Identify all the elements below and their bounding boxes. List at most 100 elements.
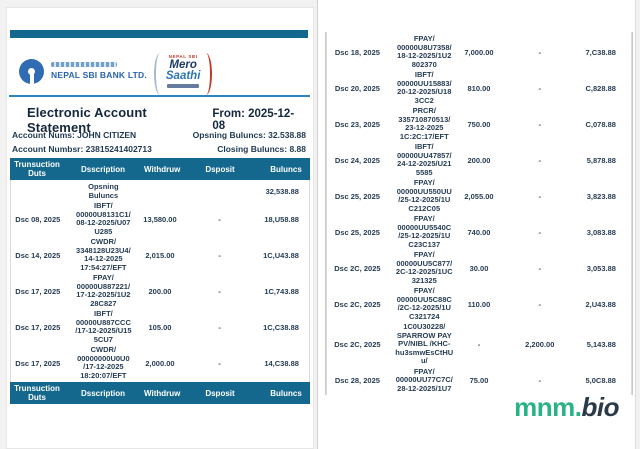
description-line: FPAY/	[413, 366, 435, 376]
description-line: 00000UU5540C	[397, 222, 452, 232]
column-header-date: Trunsuction Duts	[14, 384, 60, 402]
transaction-description: IBFT/00000U8131C1/08-12-2025/U07 U285	[65, 201, 142, 236]
transaction-row: Dsc 24, 2025 IBFT/00000UU47857/24-12-2025…	[327, 142, 631, 178]
description-line: 00000U887221/	[76, 281, 131, 291]
description-line: /25-12-2025/1U	[398, 231, 451, 240]
bank-logo-row: NEPAL SBI BANK LTD. NEPAL SBI Mero Saath…	[19, 48, 213, 96]
description-line: 3348128U23U4/	[76, 245, 131, 255]
transaction-date: Dsc 17, 2025	[15, 358, 61, 368]
description-line: 3CC2	[414, 95, 434, 105]
balance-amount: 5,878.88	[586, 155, 616, 165]
description-line: u/	[420, 356, 428, 365]
description-line: 00000U8131C1/	[76, 209, 131, 219]
withdraw-amount: 105.00	[148, 322, 172, 332]
balance-amount: 3,053.88	[586, 263, 616, 273]
description-line: C321724	[409, 311, 440, 321]
transaction-row: Dsc 18, 2025 FPAY/00000U8U7358/18-12-2025…	[327, 34, 631, 70]
account-info: Account Nums: JOHN CITIZEN Opsning Bulun…	[7, 128, 313, 156]
balance-amount: 14,C38.88	[264, 358, 299, 368]
column-header-deposit: Dsposit	[205, 388, 235, 398]
balance-amount: C,828.88	[585, 83, 616, 93]
transactions-table-page1: Trunsuction Duts Dsscription Withdruw Ds…	[10, 158, 310, 404]
from-date: From: 2025-12-08	[212, 108, 295, 132]
balance-amount: 2,U43.88	[585, 299, 616, 309]
deposit-amount: -	[218, 214, 221, 224]
description-line: 14-12-2025	[84, 254, 123, 263]
mero-logo-tagline	[167, 84, 200, 88]
balance-amount: 3,823.88	[586, 191, 616, 201]
withdraw-amount: 13,580.00	[143, 214, 177, 224]
transaction-row: Dsc 28, 2025 FPAY/00000UU77C7C/28-12-2025…	[327, 367, 631, 395]
transaction-row: Dsc 17, 2025 IBFT/00000U887CCC/17-12-2025…	[11, 309, 309, 345]
deposit-amount: -	[218, 358, 221, 368]
description-line: CWDR/	[90, 237, 117, 246]
transaction-row: Dsc 2C, 2025 FPAY/00000UU5C88C/2C-12-2025…	[327, 286, 631, 322]
transaction-row: Dsc 23, 2025 PRCR/335710870513/23-12-2025…	[327, 106, 631, 142]
transaction-description: IBFT/00000UU15883/20-12-2025/U18 3CC2	[388, 70, 461, 105]
withdraw-amount: 7,000.00	[464, 47, 494, 57]
column-header-description: Dsscription	[80, 164, 125, 174]
description-line: 5585	[415, 167, 433, 177]
description-line: 1C0U30228/	[403, 322, 446, 331]
transaction-row: Opsning Buluncs 32,538.88	[11, 182, 309, 201]
description-line: /17-12-2025	[83, 362, 124, 371]
description-line: 5CU7	[93, 334, 113, 344]
description-line: 802370	[411, 59, 437, 69]
deposit-amount: -	[538, 227, 542, 237]
transaction-description: 1C0U30228/SPARROW PAY PV/NIBL /KHC-hu3smw…	[388, 322, 461, 366]
transaction-description: CWDR/3348128U23U4/14-12-2025 17:54:27/EFT	[65, 237, 142, 272]
transaction-row: Dsc 14, 2025 CWDR/3348128U23U4/14-12-2025…	[11, 237, 309, 273]
description-line: /2C-12-2025/1U	[397, 303, 451, 312]
description-line: 18-12-2025/1U2	[397, 51, 452, 60]
mero-logo-top-text: NEPAL SBI	[168, 54, 198, 60]
description-line: 24-12-2025/U21	[397, 159, 452, 168]
deposit-amount: -	[538, 155, 542, 165]
balance-amount: 3,083.88	[586, 227, 616, 237]
table-header: Trunsuction Duts Dsscription Withdruw Ds…	[10, 158, 310, 180]
mero-logo-line2: Saathi	[165, 70, 201, 83]
transaction-date: Dsc 23, 2025	[334, 119, 380, 129]
closing-balance: Closing Buluncs: 8.88	[217, 144, 306, 154]
description-line: 00000000U0U0	[77, 353, 130, 363]
transaction-date: Dsc 17, 2025	[15, 286, 61, 296]
transaction-date: Dsc 20, 2025	[334, 83, 380, 93]
top-accent-bar	[10, 30, 308, 38]
statement-page-1: NEPAL SBI BANK LTD. NEPAL SBI Mero Saath…	[6, 7, 314, 449]
transaction-row: Dsc 20, 2025 IBFT/00000UU15883/20-12-2025…	[327, 70, 631, 106]
balance-amount: 18,U58.88	[264, 214, 299, 224]
transaction-date: Dsc 2C, 2025	[334, 299, 381, 309]
column-header-description: Dsscription	[80, 388, 125, 398]
account-name: Account Nums: JOHN CITIZEN	[12, 130, 137, 140]
transaction-description: Opsning Buluncs	[65, 182, 142, 200]
right-table-body: Dsc 18, 2025 FPAY/00000U8U7358/18-12-2025…	[326, 32, 632, 395]
description-line: 1C:2C:17/EFT	[399, 131, 449, 141]
description-line: Buluncs	[88, 190, 119, 200]
description-line: 00000U887CCC	[75, 317, 131, 327]
transaction-row: Dsc 08, 2025 IBFT/00000U8131C1/08-12-2025…	[11, 201, 309, 237]
transaction-description: FPAY/00000UU5C88C/2C-12-2025/1U C321724	[388, 286, 461, 321]
transaction-row: Dsc 25, 2025 FPAY/00000UU5540C/25-12-2025…	[327, 214, 631, 250]
balance-amount: 1C,U43.88	[263, 250, 299, 260]
statement-header: Electronic Account Statement From: 2025-…	[7, 105, 313, 135]
withdraw-amount: 75.00	[469, 375, 489, 385]
description-line: IBFT/	[93, 309, 113, 318]
deposit-amount: -	[538, 47, 542, 57]
column-header-deposit: Dsposit	[205, 164, 235, 174]
mero-saathi-logo: NEPAL SBI Mero Saathi	[153, 52, 213, 96]
description-line: FPAY/	[413, 34, 435, 43]
deposit-amount: -	[538, 299, 542, 309]
sbi-keyhole-logo-icon	[19, 58, 44, 85]
description-line: IBFT/	[93, 201, 113, 210]
transaction-date: Dsc 08, 2025	[15, 214, 61, 224]
withdraw-amount: 200.00	[467, 155, 491, 165]
description-line: 00000UU550UU	[396, 186, 452, 196]
description-line: FPAY/	[413, 286, 435, 295]
transaction-date: Dsc 2C, 2025	[334, 263, 381, 273]
transaction-description: IBFT/00000U887CCC/17-12-2025/U15 5CU7	[65, 309, 142, 344]
transaction-description: FPAY/00000UU550UU/25-12-2025/1U C212C05	[388, 178, 461, 213]
header-divider-line	[9, 95, 310, 97]
description-line: FPAY/	[92, 273, 114, 282]
description-line: 08-12-2025/U07	[76, 218, 131, 227]
transaction-description: CWDR/00000000U0U0/17-12-2025 18:20:07/EFT	[65, 345, 142, 380]
